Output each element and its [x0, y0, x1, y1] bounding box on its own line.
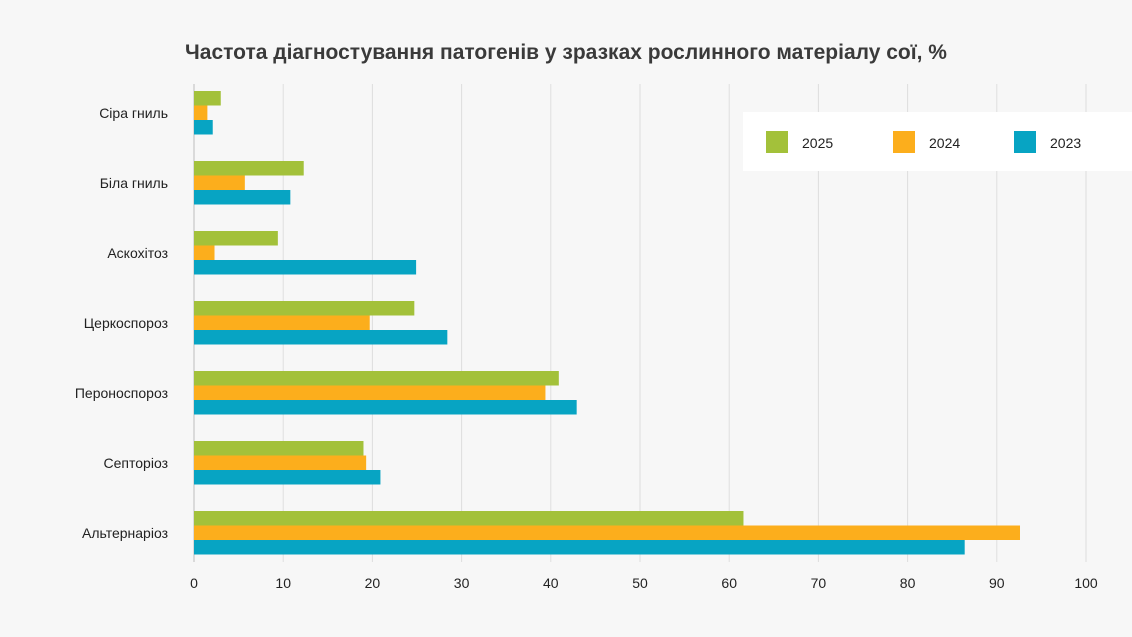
- bar-2025: [194, 371, 559, 386]
- bar-2023: [194, 400, 577, 415]
- bars: [194, 91, 1020, 555]
- bar-2025: [194, 91, 221, 106]
- x-tick-label: 90: [989, 575, 1005, 591]
- bar-2024: [194, 385, 546, 400]
- category-label: Церкоспороз: [84, 315, 168, 331]
- x-tick-label: 40: [543, 575, 559, 591]
- bar-2024: [194, 105, 208, 120]
- x-tick-label: 0: [190, 575, 198, 591]
- x-tick-label: 50: [632, 575, 648, 591]
- x-axis-ticks: 0 10 20 30 40 50 60 70 80 90 100: [190, 575, 1098, 591]
- x-tick-label: 60: [721, 575, 737, 591]
- bar-2024: [194, 315, 370, 330]
- category-label: Сіра гниль: [99, 105, 168, 121]
- legend: 2025 2024 2023: [743, 112, 1132, 171]
- bar-2025: [194, 441, 364, 456]
- legend-label-2024: 2024: [929, 135, 960, 151]
- category-label: Біла гниль: [100, 175, 168, 191]
- bar-2025: [194, 231, 278, 246]
- category-label: Альтернаріоз: [82, 525, 168, 541]
- x-tick-label: 10: [275, 575, 291, 591]
- bar-2023: [194, 190, 291, 205]
- bar-2025: [194, 301, 415, 316]
- x-tick-label: 30: [454, 575, 470, 591]
- bar-2023: [194, 470, 381, 485]
- legend-label-2023: 2023: [1050, 135, 1081, 151]
- legend-swatch-2025: [766, 131, 788, 153]
- legend-swatch-2024: [893, 131, 915, 153]
- bar-2023: [194, 120, 213, 135]
- chart-title: Частота діагностування патогенів у зразк…: [185, 41, 947, 64]
- bar-2023: [194, 260, 417, 275]
- x-tick-label: 80: [900, 575, 916, 591]
- bar-2024: [194, 245, 215, 260]
- x-tick-label: 100: [1074, 575, 1098, 591]
- category-label: Септоріоз: [104, 455, 168, 471]
- bar-2024: [194, 525, 1020, 540]
- bar-2024: [194, 455, 367, 470]
- bar-2023: [194, 540, 965, 555]
- x-tick-label: 20: [365, 575, 381, 591]
- legend-label-2025: 2025: [802, 135, 833, 151]
- category-label: Пероноспороз: [75, 385, 168, 401]
- bar-2024: [194, 175, 245, 190]
- bar-2025: [194, 161, 304, 176]
- legend-swatch-2023: [1014, 131, 1036, 153]
- category-labels: Сіра гниль Біла гниль Аскохітоз Церкоспороз…: [75, 105, 168, 541]
- category-label: Аскохітоз: [107, 245, 168, 261]
- legend-box: [743, 112, 1132, 171]
- bar-2025: [194, 511, 744, 526]
- bar-2023: [194, 330, 448, 345]
- x-tick-label: 70: [811, 575, 827, 591]
